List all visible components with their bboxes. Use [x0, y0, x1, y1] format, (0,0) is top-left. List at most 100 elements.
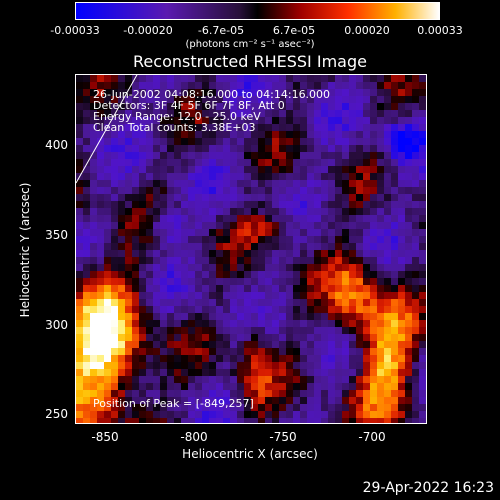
- image-pixel: [111, 348, 119, 356]
- image-pixel: [104, 208, 112, 216]
- image-pixel: [167, 299, 175, 307]
- image-pixel: [237, 292, 245, 300]
- image-pixel: [412, 166, 420, 174]
- image-pixel: [181, 110, 189, 118]
- image-pixel: [153, 110, 161, 118]
- image-pixel: [342, 208, 350, 216]
- image-pixel: [118, 103, 126, 111]
- image-pixel: [167, 320, 175, 328]
- image-pixel: [384, 348, 392, 356]
- image-pixel: [258, 257, 266, 265]
- image-pixel: [279, 404, 287, 412]
- image-pixel: [160, 313, 168, 321]
- image-pixel: [104, 285, 112, 293]
- image-pixel: [286, 110, 294, 118]
- image-pixel: [391, 348, 399, 356]
- image-pixel: [314, 257, 322, 265]
- image-pixel: [139, 180, 147, 188]
- image-pixel: [153, 348, 161, 356]
- image-pixel: [237, 362, 245, 370]
- image-pixel: [132, 383, 140, 391]
- image-pixel: [188, 299, 196, 307]
- image-pixel: [398, 152, 406, 160]
- image-pixel: [104, 411, 112, 419]
- image-pixel: [118, 292, 126, 300]
- image-pixel: [405, 124, 413, 132]
- image-pixel: [412, 124, 420, 132]
- image-pixel: [153, 201, 161, 209]
- image-pixel: [377, 96, 385, 104]
- image-pixel: [230, 229, 238, 237]
- image-pixel: [195, 376, 203, 384]
- image-pixel: [405, 145, 413, 153]
- image-pixel: [405, 131, 413, 139]
- image-pixel: [167, 187, 175, 195]
- image-pixel: [398, 208, 406, 216]
- image-pixel: [160, 306, 168, 314]
- image-pixel: [307, 103, 315, 111]
- image-pixel: [146, 306, 154, 314]
- image-pixel: [125, 215, 133, 223]
- image-pixel: [251, 278, 259, 286]
- image-pixel: [111, 292, 119, 300]
- image-pixel: [76, 82, 84, 90]
- image-pixel: [97, 299, 105, 307]
- image-pixel: [356, 82, 364, 90]
- image-pixel: [265, 166, 273, 174]
- image-pixel: [202, 383, 210, 391]
- image-pixel: [300, 404, 308, 412]
- image-pixel: [90, 124, 98, 132]
- image-pixel: [153, 180, 161, 188]
- image-pixel: [90, 166, 98, 174]
- image-pixel: [174, 131, 182, 139]
- image-pixel: [377, 215, 385, 223]
- image-pixel: [167, 96, 175, 104]
- image-pixel: [419, 75, 426, 83]
- image-pixel: [363, 124, 371, 132]
- image-pixel: [370, 257, 378, 265]
- image-pixel: [216, 362, 224, 370]
- image-pixel: [342, 404, 350, 412]
- image-pixel: [160, 327, 168, 335]
- image-pixel: [300, 243, 308, 251]
- image-pixel: [125, 194, 133, 202]
- image-pixel: [125, 327, 133, 335]
- image-pixel: [419, 355, 426, 363]
- image-pixel: [251, 89, 259, 97]
- image-pixel: [412, 173, 420, 181]
- image-pixel: [244, 131, 252, 139]
- image-pixel: [321, 152, 329, 160]
- image-pixel: [349, 173, 357, 181]
- image-pixel: [349, 82, 357, 90]
- image-pixel: [349, 138, 357, 146]
- image-pixel: [363, 285, 371, 293]
- image-pixel: [216, 117, 224, 125]
- image-pixel: [293, 236, 301, 244]
- image-pixel: [139, 131, 147, 139]
- image-pixel: [90, 145, 98, 153]
- image-pixel: [349, 341, 357, 349]
- image-pixel: [321, 362, 329, 370]
- image-pixel: [76, 369, 84, 377]
- image-pixel: [370, 131, 378, 139]
- image-pixel: [153, 96, 161, 104]
- image-pixel: [223, 145, 231, 153]
- image-pixel: [188, 355, 196, 363]
- image-pixel: [160, 355, 168, 363]
- image-pixel: [237, 341, 245, 349]
- image-pixel: [342, 285, 350, 293]
- image-pixel: [146, 82, 154, 90]
- image-pixel: [391, 306, 399, 314]
- image-pixel: [230, 292, 238, 300]
- image-pixel: [265, 138, 273, 146]
- image-pixel: [335, 110, 343, 118]
- image-pixel: [384, 103, 392, 111]
- image-pixel: [314, 278, 322, 286]
- image-pixel: [377, 117, 385, 125]
- image-pixel: [335, 390, 343, 398]
- image-pixel: [167, 229, 175, 237]
- image-pixel: [125, 82, 133, 90]
- image-pixel: [132, 257, 140, 265]
- image-pixel: [405, 369, 413, 377]
- image-pixel: [279, 243, 287, 251]
